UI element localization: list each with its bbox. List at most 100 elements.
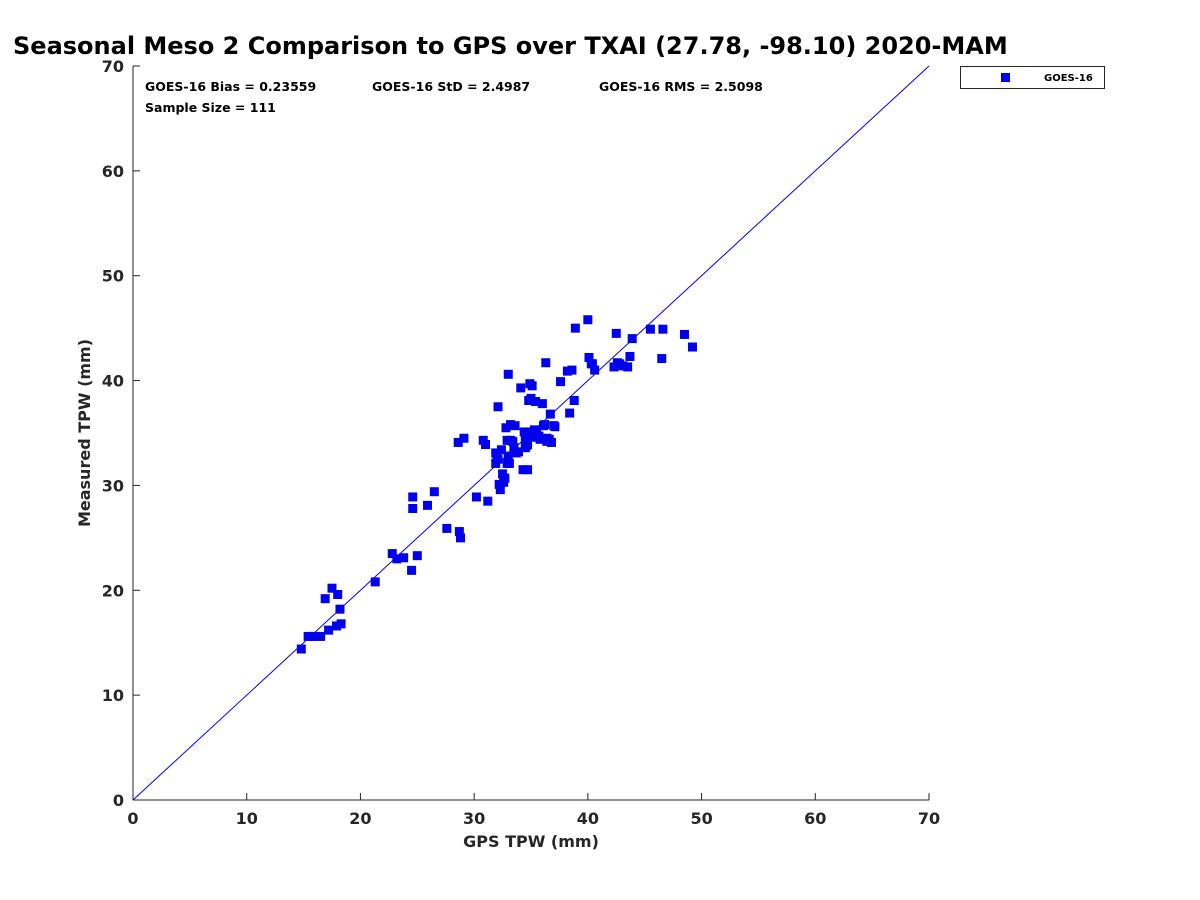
- sample-size-stat: Sample Size = 111: [145, 100, 276, 115]
- legend-box: [960, 66, 1105, 89]
- data-point: [506, 435, 516, 445]
- data-point: [303, 631, 313, 641]
- data-point: [327, 583, 337, 593]
- data-point: [549, 421, 559, 431]
- data-point: [408, 503, 418, 513]
- data-point: [520, 434, 530, 444]
- data-points: [296, 315, 697, 654]
- data-point: [336, 619, 346, 629]
- data-point: [335, 604, 345, 614]
- data-point: [584, 353, 594, 363]
- data-point: [645, 324, 655, 334]
- x-tick-label: 20: [349, 809, 371, 828]
- data-point: [506, 420, 516, 430]
- data-point: [399, 553, 409, 563]
- data-point: [541, 358, 551, 368]
- axes: [132, 66, 929, 801]
- legend-marker: [1001, 73, 1010, 82]
- data-point: [510, 421, 520, 431]
- y-tick-label: 40: [102, 372, 124, 391]
- data-point: [545, 409, 555, 419]
- data-point: [527, 381, 537, 391]
- data-point: [569, 395, 579, 405]
- data-point: [532, 426, 542, 436]
- x-tick-label: 30: [463, 809, 485, 828]
- y-axis-label: Measured TPW (mm): [75, 339, 94, 527]
- data-point: [519, 427, 529, 437]
- data-point: [657, 354, 667, 364]
- data-point: [501, 423, 511, 433]
- data-point: [309, 631, 319, 641]
- data-point: [442, 523, 452, 533]
- y-tick-label: 50: [102, 267, 124, 286]
- data-point: [494, 479, 504, 489]
- y-tick-label: 70: [102, 57, 124, 76]
- legend-label: GOES-16: [1044, 73, 1093, 84]
- data-point: [523, 440, 533, 450]
- data-point: [453, 437, 463, 447]
- data-point: [534, 431, 544, 441]
- data-point: [680, 329, 690, 339]
- data-point: [502, 458, 512, 468]
- data-point: [316, 631, 326, 641]
- data-point: [611, 328, 621, 338]
- data-point: [658, 324, 668, 334]
- data-point: [526, 393, 536, 403]
- data-point: [503, 451, 513, 461]
- data-point: [565, 408, 575, 418]
- data-point: [407, 565, 417, 575]
- data-point: [387, 549, 397, 559]
- data-point: [483, 496, 493, 506]
- data-point: [333, 589, 343, 599]
- data-point: [570, 323, 580, 333]
- data-point: [370, 577, 380, 587]
- data-point: [556, 377, 566, 387]
- y-ticks: 0 10 20 30 40 50 60 70: [102, 57, 140, 810]
- data-point: [332, 621, 342, 631]
- y-tick-label: 0: [113, 791, 124, 810]
- data-point: [459, 433, 469, 443]
- rms-stat: GOES-16 RMS = 2.5098: [599, 79, 763, 94]
- data-point: [471, 492, 481, 502]
- y-tick-label: 20: [102, 581, 124, 600]
- data-point: [516, 383, 526, 393]
- x-tick-label: 10: [236, 809, 258, 828]
- data-point: [623, 362, 633, 372]
- data-point: [523, 465, 533, 475]
- data-point: [500, 473, 510, 483]
- data-point: [531, 397, 541, 407]
- data-point: [567, 365, 577, 375]
- data-point: [612, 358, 622, 368]
- x-tick-label: 60: [804, 809, 826, 828]
- data-point: [493, 402, 503, 412]
- data-point: [495, 485, 505, 495]
- y-tick-label: 60: [102, 162, 124, 181]
- data-point: [392, 554, 402, 564]
- data-point: [493, 454, 503, 464]
- data-point: [503, 369, 513, 379]
- data-point: [478, 435, 488, 445]
- data-point: [625, 351, 635, 361]
- x-tick-label: 0: [127, 809, 138, 828]
- chart-title: Seasonal Meso 2 Comparison to GPS over T…: [13, 32, 1008, 60]
- data-point: [423, 500, 433, 510]
- data-point: [524, 427, 534, 437]
- legend: GOES-16: [960, 66, 1105, 89]
- y-tick-label: 10: [102, 686, 124, 705]
- data-point: [509, 443, 519, 453]
- data-point: [590, 365, 600, 375]
- data-point: [583, 315, 593, 325]
- std-stat: GOES-16 StD = 2.4987: [372, 79, 530, 94]
- x-ticks: 0 10 20 30 40 50 60 70: [127, 793, 940, 828]
- data-point: [454, 527, 464, 537]
- data-point: [562, 366, 572, 376]
- data-point: [518, 465, 528, 475]
- x-tick-label: 40: [577, 809, 599, 828]
- data-point: [537, 399, 547, 409]
- data-point: [296, 644, 306, 654]
- bias-stat: GOES-16 Bias = 0.23559: [145, 79, 316, 94]
- data-point: [586, 359, 596, 369]
- data-point: [687, 342, 697, 352]
- data-point: [546, 437, 556, 447]
